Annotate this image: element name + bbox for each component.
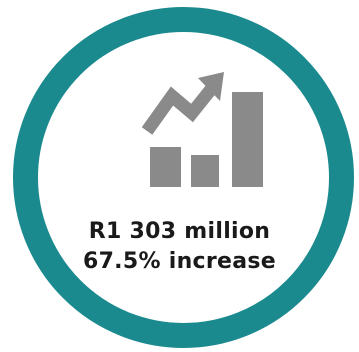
bar-chart-growth-icon	[142, 72, 263, 187]
trend-line	[142, 83, 218, 135]
bar-middle	[191, 155, 219, 187]
bar-left	[150, 147, 181, 187]
bar-right	[232, 92, 263, 187]
trend-arrowhead	[198, 72, 224, 101]
amount-text: R1 303 million	[88, 219, 271, 244]
increase-text: 67.5% increase	[82, 249, 277, 274]
